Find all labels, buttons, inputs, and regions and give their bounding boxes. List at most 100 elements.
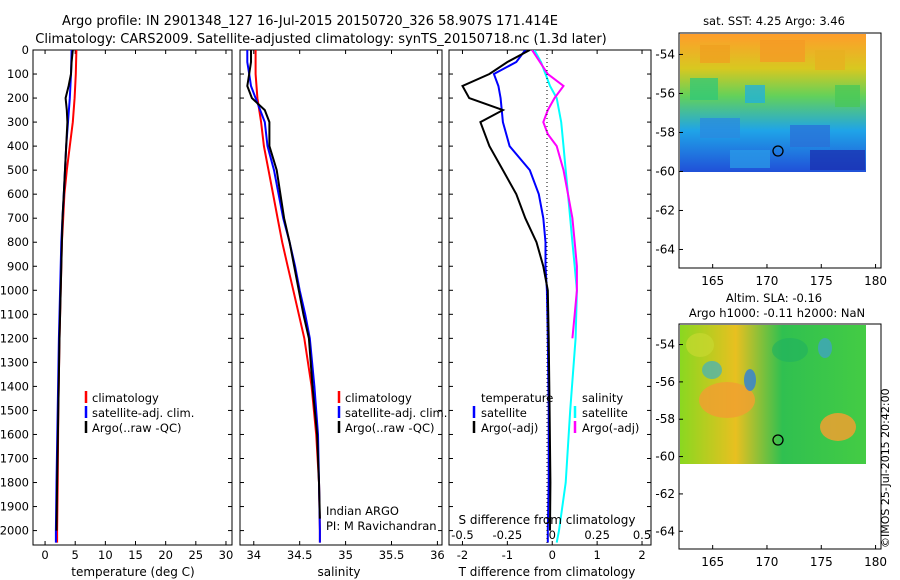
sla-argo-marker xyxy=(772,434,784,446)
x-tick-label: 10 xyxy=(98,548,113,562)
sla-map xyxy=(678,323,882,550)
map-lon-label: 175 xyxy=(810,274,833,288)
x-tick-label: 34 xyxy=(246,548,261,562)
depth-tick-label: 700 xyxy=(7,211,29,225)
depth-tick-label: 400 xyxy=(7,139,29,153)
legend-heading-temperature: temperature xyxy=(481,391,553,405)
sst-texture xyxy=(690,40,865,170)
series-line xyxy=(461,50,552,531)
top-x-tick-label: 0.5 xyxy=(633,528,651,542)
temperature-axes xyxy=(32,49,233,546)
x-axes: 0 5 10 15 20 25 30 34 34.5 35 35.5 36 -2 -1 0 1 2 -0.5 -0.… xyxy=(41,50,651,562)
salinity-axes xyxy=(239,49,443,546)
legend-label-argo-salinity: Argo(-adj) xyxy=(582,421,639,435)
series-line xyxy=(492,50,550,543)
depth-tick-label: 1900 xyxy=(0,500,29,514)
depth-tick-label: 1500 xyxy=(0,403,29,417)
difference-xlabel: T difference from climatology xyxy=(458,565,636,579)
map-lon-label: 170 xyxy=(756,274,779,288)
map-lat-label: -60 xyxy=(655,164,675,178)
top-x-tick-label: 0.25 xyxy=(584,528,610,542)
x-tick-label: 1 xyxy=(593,548,600,562)
map-lat-label: -56 xyxy=(655,375,675,389)
salinity-legend: climatology satellite-adj. clim. Argo(..… xyxy=(326,391,447,533)
top-x-tick-label: 0 xyxy=(549,528,556,542)
sla-map-ticks: 165 170 175 180 -54 -56 -58 -60 -62 -64 xyxy=(655,338,887,569)
title-line-1: Argo profile: IN 2901348_127 16-Jul-2015… xyxy=(62,14,558,29)
depth-tick-label: 1100 xyxy=(0,307,29,321)
depth-tick-label: 800 xyxy=(7,235,29,249)
map-lon-label: 165 xyxy=(701,274,724,288)
difference-legend: temperature satellite Argo(-adj) salinit… xyxy=(472,391,639,435)
depth-tick-label: 1000 xyxy=(0,283,29,297)
depth-axis: 0 100 200 300 400 500 600 700 800 900 1000 1100 1200… xyxy=(0,43,651,538)
map-lat-label: -64 xyxy=(655,524,675,538)
x-tick-label: -2 xyxy=(457,548,468,562)
map-lat-label: -60 xyxy=(655,450,675,464)
legend-label-satellite: satellite-adj. clim. xyxy=(345,406,447,420)
map-lat-label: -54 xyxy=(655,47,675,61)
annotation-pi: PI: M Ravichandran xyxy=(326,519,437,533)
depth-tick-label: 900 xyxy=(7,259,29,273)
sla-texture xyxy=(686,333,856,441)
x-tick-label: 34.5 xyxy=(287,548,313,562)
series-line xyxy=(531,50,578,339)
temperature-xlabel: temperature (deg C) xyxy=(71,565,194,579)
map-lon-label: 170 xyxy=(756,555,779,569)
sst-argo-marker xyxy=(772,145,784,157)
x-tick-label: 15 xyxy=(128,548,143,562)
x-tick-label: 35.5 xyxy=(379,548,405,562)
legend-label-satellite: satellite-adj. clim. xyxy=(92,406,194,420)
depth-tick-label: 0 xyxy=(22,43,29,57)
x-tick-label: 0 xyxy=(41,548,48,562)
temperature-legend: climatology satellite-adj. clim. Argo(..… xyxy=(84,391,194,435)
map-lat-label: -58 xyxy=(655,125,675,139)
map-lat-label: -54 xyxy=(655,338,675,352)
top-x-tick-label: -0.5 xyxy=(451,528,473,542)
map-lon-label: 180 xyxy=(864,555,887,569)
profile-lines xyxy=(54,50,578,543)
depth-tick-label: 1700 xyxy=(0,451,29,465)
salinity-xlabel: salinity xyxy=(317,565,360,579)
sla-map-title-2: Argo h1000: -0.11 h2000: NaN xyxy=(689,306,865,320)
x-tick-label: -1 xyxy=(502,548,513,562)
series-line xyxy=(55,50,74,531)
depth-tick-label: 300 xyxy=(7,115,29,129)
map-lon-label: 175 xyxy=(810,555,833,569)
map-lat-label: -64 xyxy=(655,242,675,256)
legend-label-argo: Argo(..raw -QC) xyxy=(92,421,182,435)
x-tick-label: 20 xyxy=(158,548,173,562)
title-line-2: Climatology: CARS2009. Satellite-adjuste… xyxy=(35,32,607,47)
depth-tick-label: 1800 xyxy=(0,476,29,490)
series-line xyxy=(246,50,321,543)
legend-label-argo: Argo(-adj) xyxy=(481,421,538,435)
x-tick-label: 25 xyxy=(188,548,203,562)
side-caption: ©IMOS 25-Jul-2015 20:42:00 xyxy=(879,388,892,548)
series-line xyxy=(246,50,321,519)
sst-map-title: sat. SST: 4.25 Argo: 3.46 xyxy=(703,14,845,28)
depth-tick-label: 100 xyxy=(7,67,29,81)
depth-tick-label: 600 xyxy=(7,187,29,201)
x-tick-label: 36 xyxy=(430,548,445,562)
map-lat-label: -56 xyxy=(655,86,675,100)
x-tick-label: 5 xyxy=(72,548,79,562)
x-tick-label: 0 xyxy=(549,548,556,562)
legend-label-satellite: satellite xyxy=(481,406,527,420)
sst-map xyxy=(678,32,882,269)
difference-top-xlabel: S difference from climatology xyxy=(459,513,636,527)
annotation-indian-argo: Indian ARGO xyxy=(326,504,399,518)
depth-tick-label: 2000 xyxy=(0,524,29,538)
map-lon-label: 180 xyxy=(864,274,887,288)
map-lat-label: -62 xyxy=(655,487,675,501)
top-x-tick-label: -0.25 xyxy=(492,528,522,542)
legend-label-satellite-salinity: satellite xyxy=(582,406,628,420)
map-lat-label: -58 xyxy=(655,412,675,426)
legend-label-argo: Argo(..raw -QC) xyxy=(345,421,435,435)
legend-heading-salinity: salinity xyxy=(582,391,623,405)
depth-tick-label: 1600 xyxy=(0,427,29,441)
difference-axes xyxy=(448,49,652,546)
depth-tick-label: 200 xyxy=(7,91,29,105)
sst-map-ticks: 165 170 175 180 -54 -56 -58 -60 -62 -64 xyxy=(655,47,887,288)
map-lon-label: 165 xyxy=(701,555,724,569)
